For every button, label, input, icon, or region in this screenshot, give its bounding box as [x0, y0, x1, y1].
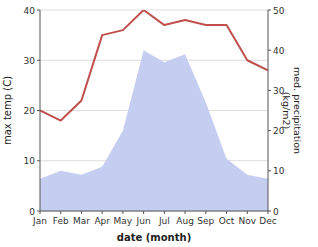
- line: [40, 10, 268, 121]
- y2-tick-label: 0: [273, 207, 279, 217]
- x-tick-label: Dec: [259, 216, 276, 226]
- y2-tick: [268, 170, 271, 171]
- y2-tick-label: 10: [273, 166, 285, 176]
- y2-tick-label: 40: [273, 46, 285, 56]
- y-tick-label: 20: [24, 106, 36, 116]
- y2-axis-line: [268, 10, 269, 211]
- y-tick: [37, 110, 40, 111]
- grid-line: [40, 211, 268, 212]
- x-tick: [205, 211, 206, 214]
- x-axis-label: date (month): [117, 232, 191, 243]
- x-tick: [247, 211, 248, 214]
- x-tick-label: May: [114, 216, 133, 226]
- x-tick-label: Nov: [238, 216, 256, 226]
- y-tick: [37, 10, 40, 11]
- y-tick-label: 40: [24, 6, 36, 16]
- grid-line: [40, 10, 268, 11]
- y2-tick: [268, 211, 271, 212]
- y2-axis-label-line: med. precipitation: [292, 67, 303, 154]
- x-tick-label: Sep: [197, 216, 214, 226]
- y-tick-label: 0: [29, 207, 35, 217]
- x-tick: [226, 211, 227, 214]
- x-tick-label: Jan: [32, 216, 47, 226]
- y2-axis-label-line: (kg/m2): [281, 92, 292, 129]
- y-tick: [37, 60, 40, 61]
- y-tick-label: 30: [24, 56, 36, 66]
- y2-tick-label: 50: [273, 6, 285, 16]
- y2-tick: [268, 130, 271, 131]
- y2-axis-label: med. precipitation(kg/m2): [281, 67, 303, 154]
- x-tick-label: Apr: [94, 216, 110, 226]
- chart: JanFebMarAprMayJunJulAugSepOctNovDec0102…: [0, 0, 318, 247]
- x-tick-label: Mar: [73, 216, 90, 226]
- y2-tick: [268, 50, 271, 51]
- x-tick-label: Aug: [176, 216, 194, 226]
- x-tick: [164, 211, 165, 214]
- x-tick-label: Oct: [219, 216, 235, 226]
- x-tick: [60, 211, 61, 214]
- y2-tick: [268, 90, 271, 91]
- y-axis-label: max temp (C): [2, 76, 13, 145]
- x-tick: [122, 211, 123, 214]
- y2-tick: [268, 10, 271, 11]
- y-tick: [37, 211, 40, 212]
- area: [40, 50, 268, 211]
- x-tick: [143, 211, 144, 214]
- plot-area: [40, 10, 268, 211]
- x-axis-line: [40, 211, 268, 212]
- y-tick-label: 10: [24, 156, 36, 166]
- x-tick-label: Jul: [158, 216, 170, 226]
- y-tick: [37, 160, 40, 161]
- x-tick-label: Jun: [136, 216, 151, 226]
- x-tick-label: Feb: [53, 216, 69, 226]
- x-tick: [102, 211, 103, 214]
- x-tick: [185, 211, 186, 214]
- x-tick: [81, 211, 82, 214]
